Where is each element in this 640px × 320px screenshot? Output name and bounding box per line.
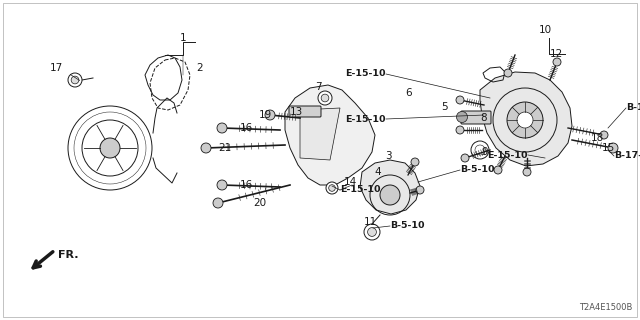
Circle shape xyxy=(553,58,561,66)
Circle shape xyxy=(494,166,502,174)
Text: 20: 20 xyxy=(253,198,267,208)
Circle shape xyxy=(217,123,227,133)
Text: E-15-10: E-15-10 xyxy=(488,150,528,159)
Circle shape xyxy=(507,102,543,138)
Circle shape xyxy=(100,138,120,158)
Text: B-17-30: B-17-30 xyxy=(626,103,640,113)
Text: 12: 12 xyxy=(549,49,563,59)
Circle shape xyxy=(321,94,329,102)
Polygon shape xyxy=(300,108,340,160)
Circle shape xyxy=(504,69,512,77)
Circle shape xyxy=(213,198,223,208)
Circle shape xyxy=(265,110,275,120)
Circle shape xyxy=(517,112,533,128)
Text: 9: 9 xyxy=(482,147,488,157)
Text: 17: 17 xyxy=(49,63,63,73)
Text: 13: 13 xyxy=(289,107,303,117)
Text: FR.: FR. xyxy=(58,250,79,260)
Text: 5: 5 xyxy=(441,102,447,112)
Circle shape xyxy=(600,131,608,139)
Text: 14: 14 xyxy=(344,177,356,187)
Text: B-5-10: B-5-10 xyxy=(460,165,495,174)
Text: 21: 21 xyxy=(218,143,232,153)
FancyBboxPatch shape xyxy=(289,106,321,117)
Text: 16: 16 xyxy=(239,123,253,133)
Circle shape xyxy=(461,154,469,162)
Circle shape xyxy=(456,126,464,134)
Text: B-17-30: B-17-30 xyxy=(614,151,640,161)
Circle shape xyxy=(523,168,531,176)
Circle shape xyxy=(201,143,211,153)
Circle shape xyxy=(416,186,424,194)
Text: 8: 8 xyxy=(481,113,487,123)
Circle shape xyxy=(367,228,376,236)
Circle shape xyxy=(411,158,419,166)
Circle shape xyxy=(329,185,335,191)
Circle shape xyxy=(456,111,467,123)
Text: 2: 2 xyxy=(196,63,204,73)
Circle shape xyxy=(456,96,464,104)
Polygon shape xyxy=(285,85,375,185)
Text: 1: 1 xyxy=(180,33,186,43)
Circle shape xyxy=(364,224,380,240)
Text: 11: 11 xyxy=(364,217,376,227)
Text: 15: 15 xyxy=(602,143,614,153)
Circle shape xyxy=(217,180,227,190)
Text: 16: 16 xyxy=(239,180,253,190)
FancyBboxPatch shape xyxy=(461,111,491,124)
Text: 7: 7 xyxy=(315,82,321,92)
Text: E-15-10: E-15-10 xyxy=(346,115,386,124)
Text: B-5-10: B-5-10 xyxy=(390,221,424,230)
Text: T2A4E1500B: T2A4E1500B xyxy=(579,303,632,313)
Circle shape xyxy=(318,91,332,105)
Polygon shape xyxy=(360,160,420,214)
Text: E-15-10: E-15-10 xyxy=(340,186,381,195)
Text: 4: 4 xyxy=(374,167,381,177)
Text: 18: 18 xyxy=(590,133,604,143)
Polygon shape xyxy=(480,72,572,166)
Text: 6: 6 xyxy=(406,88,412,98)
Text: E-15-10: E-15-10 xyxy=(346,69,386,78)
Text: 10: 10 xyxy=(538,25,552,35)
Circle shape xyxy=(326,182,338,194)
Circle shape xyxy=(380,185,400,205)
Circle shape xyxy=(71,76,79,84)
Circle shape xyxy=(608,143,618,153)
Text: 19: 19 xyxy=(259,110,271,120)
Text: 3: 3 xyxy=(385,151,391,161)
Circle shape xyxy=(68,73,82,87)
